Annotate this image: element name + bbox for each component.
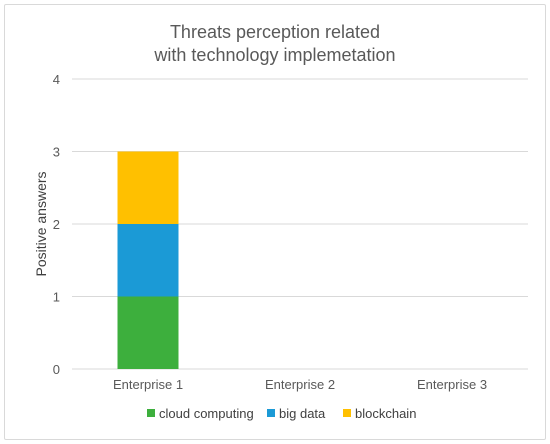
x-tick-labels: Enterprise 1 Enterprise 2 Enterprise 3 [113, 377, 487, 392]
y-tick-labels: 0 1 2 3 4 [53, 72, 60, 377]
bars [117, 151, 179, 369]
legend: cloud computing big data blockchain [147, 406, 416, 421]
legend-swatch-blockchain [343, 409, 351, 417]
chart-frame [4, 4, 546, 440]
chart-title-line2: with technology implemetation [153, 45, 395, 65]
y-axis-title: Positive answers [33, 171, 49, 276]
y-tick-label: 0 [53, 362, 60, 377]
x-tick-label: Enterprise 3 [417, 377, 487, 392]
legend-label: cloud computing [159, 406, 254, 421]
bar-blockchain-1 [117, 151, 179, 224]
y-tick-label: 4 [53, 72, 60, 87]
legend-label: big data [279, 406, 326, 421]
legend-label: blockchain [355, 406, 416, 421]
legend-swatch-big-data [267, 409, 275, 417]
y-tick-label: 1 [53, 290, 60, 305]
y-tick-label: 3 [53, 145, 60, 160]
legend-swatch-cloud-computing [147, 409, 155, 417]
bar-cloud-computing-1 [117, 296, 179, 369]
y-tick-label: 2 [53, 217, 60, 232]
x-tick-label: Enterprise 1 [113, 377, 183, 392]
x-tick-label: Enterprise 2 [265, 377, 335, 392]
chart-title-line1: Threats perception related [170, 22, 380, 42]
bar-big-data-1 [117, 224, 179, 297]
